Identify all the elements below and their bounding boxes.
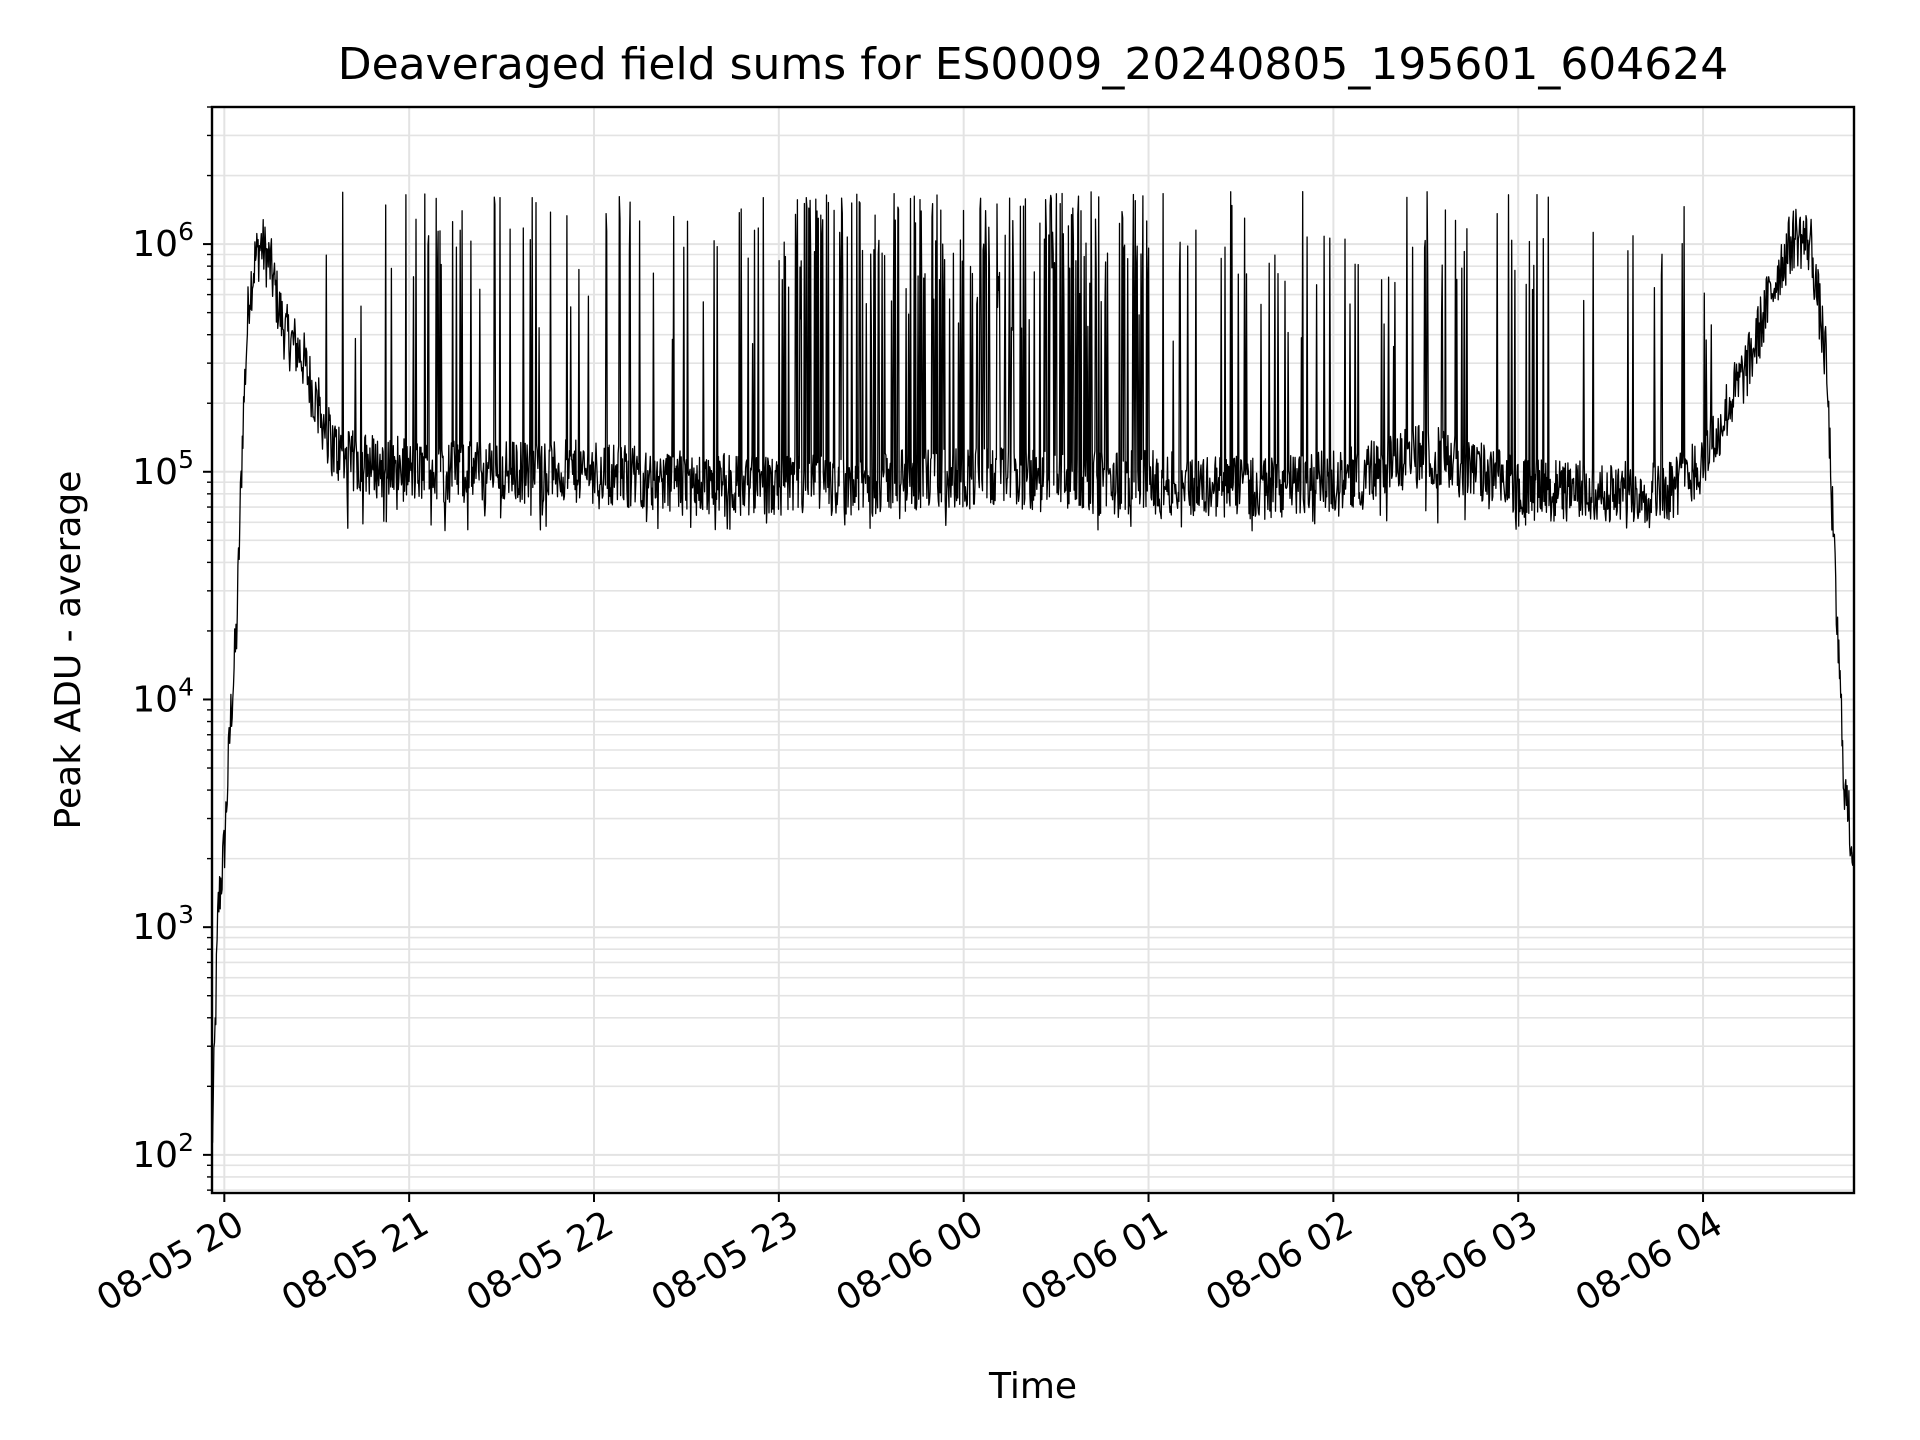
plot-frame	[210, 105, 1856, 1195]
y-tick-label: 106	[132, 217, 194, 265]
y-tick-label: 102	[132, 1128, 194, 1176]
y-axis: 102 103 104 105 106	[132, 106, 212, 1191]
y-tick-label: 103	[132, 900, 194, 948]
y-axis-label: Peak ADU - average	[48, 471, 89, 830]
y-tick-label: 105	[132, 445, 194, 493]
series-layer	[211, 191, 1855, 1146]
series-line-0	[211, 191, 1855, 1146]
chart-title: Deaveraged field sums for ES0009_2024080…	[338, 39, 1729, 90]
y-tick-label: 104	[132, 672, 194, 720]
x-axis-label: Time	[988, 1366, 1077, 1407]
